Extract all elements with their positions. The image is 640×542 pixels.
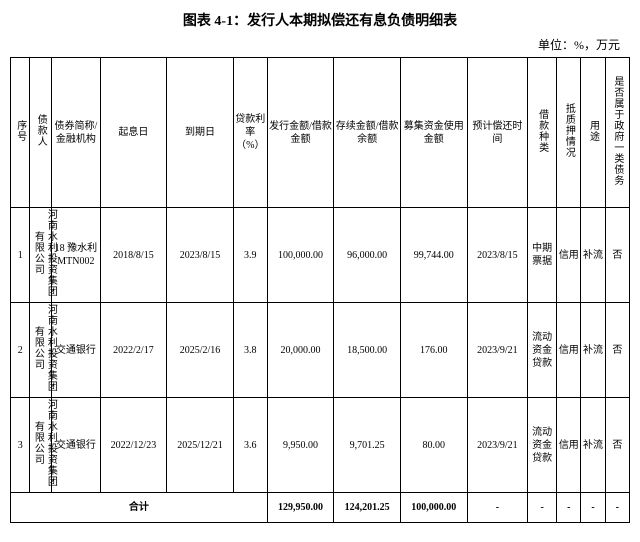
total-gov: -	[605, 493, 629, 523]
cell-use: 176.00	[400, 303, 467, 398]
table-row: 3河南水利投资集团有限公司交通银行2022/12/232025/12/213.6…	[11, 398, 630, 493]
h-debtor: 债款人	[30, 58, 52, 208]
h-purpose: 用途	[581, 58, 605, 208]
cell-kind: 中期票据	[528, 208, 557, 303]
cell-end: 2025/2/16	[167, 303, 234, 398]
cell-repay: 2023/8/15	[467, 208, 528, 303]
cell-seq: 3	[11, 398, 30, 493]
cell-kind: 流动资金贷款	[528, 398, 557, 493]
cell-use: 80.00	[400, 398, 467, 493]
cell-issue: 100,000.00	[267, 208, 334, 303]
total-purpose: -	[581, 493, 605, 523]
cell-repay: 2023/9/21	[467, 398, 528, 493]
cell-rate: 3.8	[233, 303, 267, 398]
table-row: 1河南水利投资集团有限公司18 豫水利 MTN0022018/8/152023/…	[11, 208, 630, 303]
h-repay: 预计偿还时间	[467, 58, 528, 208]
cell-use: 99,744.00	[400, 208, 467, 303]
h-balance: 存续金额/借款余额	[334, 58, 401, 208]
cell-debtor: 河南水利投资集团有限公司	[30, 208, 52, 303]
total-issue: 129,950.00	[267, 493, 334, 523]
cell-balance: 18,500.00	[334, 303, 401, 398]
table-title: 图表 4-1：发行人本期拟偿还有息负债明细表	[10, 10, 630, 30]
table-body: 1河南水利投资集团有限公司18 豫水利 MTN0022018/8/152023/…	[11, 208, 630, 523]
cell-debtor: 河南水利投资集团有限公司	[30, 303, 52, 398]
cell-balance: 9,701.25	[334, 398, 401, 493]
h-use: 募集资金使用金额	[400, 58, 467, 208]
cell-gov: 否	[605, 398, 629, 493]
cell-kind: 流动资金贷款	[528, 303, 557, 398]
cell-end: 2023/8/15	[167, 208, 234, 303]
h-issue: 发行金额/借款金额	[267, 58, 334, 208]
cell-bond: 交通银行	[52, 303, 100, 398]
cell-rate: 3.6	[233, 398, 267, 493]
debt-detail-table: 序号 债款人 债券简称/金融机构 起息日 到期日 贷款利率（%） 发行金额/借款…	[10, 57, 630, 523]
cell-issue: 9,950.00	[267, 398, 334, 493]
total-use: 100,000.00	[400, 493, 467, 523]
total-pledge: -	[557, 493, 581, 523]
cell-bond: 18 豫水利 MTN002	[52, 208, 100, 303]
cell-gov: 否	[605, 208, 629, 303]
cell-issue: 20,000.00	[267, 303, 334, 398]
cell-start: 2022/2/17	[100, 303, 167, 398]
h-rate: 贷款利率（%）	[233, 58, 267, 208]
cell-rate: 3.9	[233, 208, 267, 303]
table-row: 2河南水利投资集团有限公司交通银行2022/2/172025/2/163.820…	[11, 303, 630, 398]
h-seq: 序号	[11, 58, 30, 208]
cell-seq: 2	[11, 303, 30, 398]
cell-gov: 否	[605, 303, 629, 398]
h-pledge: 抵质押情况	[557, 58, 581, 208]
h-start: 起息日	[100, 58, 167, 208]
cell-pledge: 信用	[557, 398, 581, 493]
total-label: 合计	[11, 493, 268, 523]
cell-debtor: 河南水利投资集团有限公司	[30, 398, 52, 493]
cell-end: 2025/12/21	[167, 398, 234, 493]
cell-seq: 1	[11, 208, 30, 303]
total-kind: -	[528, 493, 557, 523]
cell-repay: 2023/9/21	[467, 303, 528, 398]
total-repay: -	[467, 493, 528, 523]
cell-bond: 交通银行	[52, 398, 100, 493]
total-balance: 124,201.25	[334, 493, 401, 523]
table-unit: 单位：%，万元	[10, 36, 630, 53]
cell-start: 2018/8/15	[100, 208, 167, 303]
cell-pledge: 信用	[557, 208, 581, 303]
h-gov: 是否属于政府一类债务	[605, 58, 629, 208]
cell-purpose: 补流	[581, 398, 605, 493]
cell-balance: 96,000.00	[334, 208, 401, 303]
cell-purpose: 补流	[581, 303, 605, 398]
header-row: 序号 债款人 债券简称/金融机构 起息日 到期日 贷款利率（%） 发行金额/借款…	[11, 58, 630, 208]
h-kind: 借款种类	[528, 58, 557, 208]
cell-start: 2022/12/23	[100, 398, 167, 493]
cell-pledge: 信用	[557, 303, 581, 398]
h-end: 到期日	[167, 58, 234, 208]
cell-purpose: 补流	[581, 208, 605, 303]
total-row: 合计129,950.00124,201.25100,000.00-----	[11, 493, 630, 523]
h-bond: 债券简称/金融机构	[52, 58, 100, 208]
